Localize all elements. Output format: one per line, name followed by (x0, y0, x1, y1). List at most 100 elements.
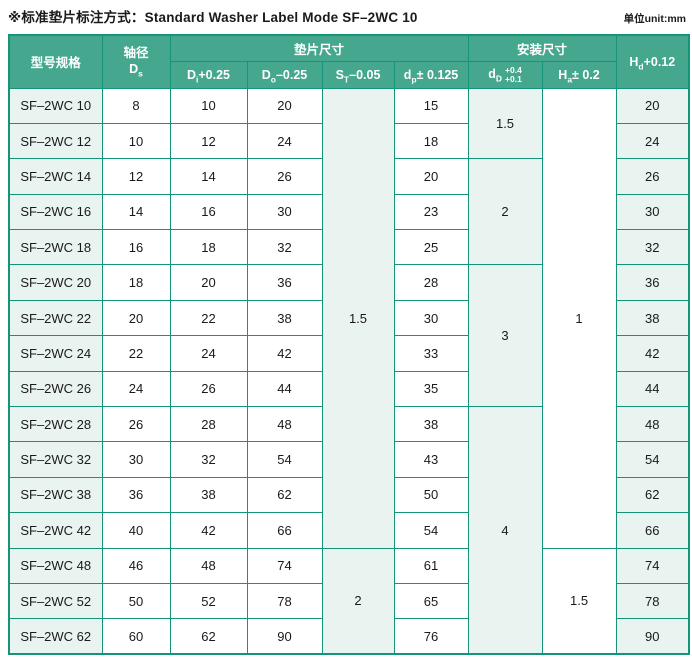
cell-hd: 36 (615, 264, 690, 301)
cell-do: 44 (246, 370, 323, 408)
cell-dp: 43 (393, 441, 469, 478)
cell-ds: 50 (101, 582, 171, 620)
cell-dp: 20 (393, 158, 469, 195)
cell-model: SF–2WC 18 (8, 229, 103, 266)
cell-di: 22 (169, 299, 248, 337)
table-row: SF–2WC 42 40 42 66 54 66 (8, 512, 690, 549)
header-hd: Hd+0.12 (615, 34, 690, 89)
table-row: SF–2WC 18 16 18 32 25 32 (8, 229, 690, 266)
group-install-dims: 安装尺寸 (467, 34, 617, 62)
cell-do: 26 (246, 158, 323, 195)
cell-dp: 65 (393, 582, 469, 620)
cell-model: SF–2WC 42 (8, 512, 103, 549)
cell-hd: 44 (615, 370, 690, 408)
cell-model: SF–2WC 14 (8, 158, 103, 195)
table-row: SF–2WC 20 18 20 36 28 3 36 (8, 264, 690, 408)
cell-dp: 23 (393, 193, 469, 231)
table-body: SF–2WC 10 8 10 20 1.5 15 1.5 1 20 SF–2WC… (8, 87, 690, 655)
cell-ds: 8 (101, 87, 171, 124)
cell-ds: 10 (101, 122, 171, 160)
cell-ds: 12 (101, 158, 171, 195)
cell-do: 48 (246, 406, 323, 443)
cell-dp: 54 (393, 512, 469, 549)
cell-ds: 16 (101, 229, 171, 266)
cell-do: 78 (246, 582, 323, 620)
cell-do: 30 (246, 193, 323, 231)
cell-do: 90 (246, 618, 323, 655)
table-row: SF–2WC 22 20 22 38 30 38 (8, 299, 690, 337)
cell-ds: 60 (101, 618, 171, 655)
cell-hd: 24 (615, 122, 690, 160)
cell-dp: 35 (393, 370, 469, 408)
group-washer-dims: 垫片尺寸 (169, 34, 469, 62)
cell-ds: 46 (101, 547, 171, 584)
cell-ds: 24 (101, 370, 171, 408)
cell-do: 54 (246, 441, 323, 478)
cell-dp: 15 (393, 87, 469, 124)
cell-hd: 30 (615, 193, 690, 231)
table-row: SF–2WC 14 12 14 26 20 2 26 (8, 158, 690, 266)
cell-dd-merged: 3 (467, 264, 543, 408)
header-shaft-diameter: 轴径 Ds (101, 34, 171, 89)
dd-tolerance-stack: +0.4 +0.1 (505, 64, 522, 84)
cell-hd: 38 (615, 299, 690, 337)
cell-hd: 90 (615, 618, 690, 655)
header-ha: Ha± 0.2 (541, 60, 617, 89)
cell-model: SF–2WC 16 (8, 193, 103, 231)
cell-model: SF–2WC 62 (8, 618, 103, 655)
cell-di: 14 (169, 158, 248, 195)
cell-ds: 18 (101, 264, 171, 301)
table-row: SF–2WC 24 22 24 42 33 42 (8, 335, 690, 372)
cell-dp: 38 (393, 406, 469, 443)
cell-dp: 25 (393, 229, 469, 266)
cell-model: SF–2WC 52 (8, 582, 103, 620)
cell-do: 42 (246, 335, 323, 372)
cell-do: 32 (246, 229, 323, 266)
cell-di: 38 (169, 476, 248, 514)
cell-hd: 78 (615, 582, 690, 620)
cell-di: 24 (169, 335, 248, 372)
cell-dd-merged: 1.5 (467, 87, 543, 160)
cell-hd: 42 (615, 335, 690, 372)
cell-do: 24 (246, 122, 323, 160)
table-row: SF–2WC 48 46 48 74 2 61 1.5 74 (8, 547, 690, 655)
title-bar: ※标准垫片标注方式：Standard Washer Label Mode SF–… (8, 6, 688, 26)
cell-di: 42 (169, 512, 248, 549)
cell-di: 48 (169, 547, 248, 584)
cell-ds: 30 (101, 441, 171, 478)
cell-di: 18 (169, 229, 248, 266)
cell-dp: 18 (393, 122, 469, 160)
cell-di: 20 (169, 264, 248, 301)
header-model: 型号规格 (8, 34, 103, 89)
cell-di: 26 (169, 370, 248, 408)
cell-dd-merged: 4 (467, 406, 543, 655)
cell-dp: 30 (393, 299, 469, 337)
table-row: SF–2WC 26 24 26 44 35 44 (8, 370, 690, 408)
cell-di: 28 (169, 406, 248, 443)
cell-model: SF–2WC 10 (8, 87, 103, 124)
unit-label: 单位unit:mm (623, 13, 686, 25)
cell-ds: 14 (101, 193, 171, 231)
cell-ds: 22 (101, 335, 171, 372)
cell-di: 10 (169, 87, 248, 124)
header-st: ST–0.05 (321, 60, 395, 89)
cell-dp: 76 (393, 618, 469, 655)
cell-model: SF–2WC 26 (8, 370, 103, 408)
cell-model: SF–2WC 48 (8, 547, 103, 584)
cell-ha-merged: 1 (541, 87, 617, 549)
cell-model: SF–2WC 20 (8, 264, 103, 301)
cell-dd-merged: 2 (467, 158, 543, 266)
washer-spec-table: 型号规格 轴径 Ds 垫片尺寸 安装尺寸 Hd+0.12 Di+0.25 Do–… (8, 34, 691, 656)
cell-model: SF–2WC 32 (8, 441, 103, 478)
header-dd: dD+0.4 +0.1 (467, 60, 543, 89)
cell-di: 16 (169, 193, 248, 231)
cell-ds: 26 (101, 406, 171, 443)
cell-hd: 66 (615, 512, 690, 549)
page-title: ※标准垫片标注方式：Standard Washer Label Mode SF–… (8, 10, 418, 25)
cell-di: 52 (169, 582, 248, 620)
cell-ds: 40 (101, 512, 171, 549)
cell-do: 62 (246, 476, 323, 514)
cell-dp: 61 (393, 547, 469, 584)
table-row: SF–2WC 52 50 52 78 65 78 (8, 582, 690, 620)
